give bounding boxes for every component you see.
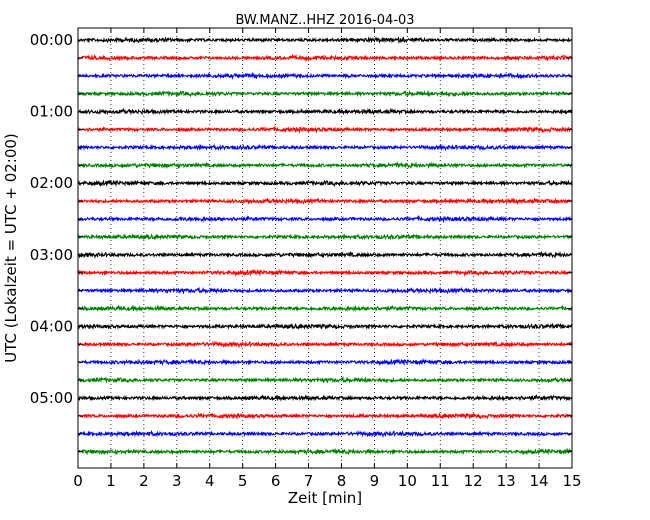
trace-line xyxy=(77,322,573,331)
trace-line xyxy=(77,412,573,420)
x-tick-label: 3 xyxy=(172,472,182,490)
vertical-grid xyxy=(110,28,540,468)
x-tick-label: 14 xyxy=(530,472,549,490)
trace-line xyxy=(77,340,573,349)
x-tick-label: 4 xyxy=(205,472,215,490)
y-tick-label: 02:00 xyxy=(30,174,73,192)
trace-line xyxy=(77,214,573,224)
y-tick-label: 05:00 xyxy=(30,389,73,407)
x-tick-label: 12 xyxy=(464,472,483,490)
trace-line xyxy=(77,89,573,98)
trace-line xyxy=(77,143,573,152)
trace-line xyxy=(77,357,573,367)
trace-line xyxy=(77,250,573,260)
y-axis-label: UTC (Lokalzeit = UTC + 02:00) xyxy=(2,133,20,363)
y-tick-label: 04:00 xyxy=(30,317,73,335)
x-axis: 0 1 2 3 4 5 6 7 8 9 10 11 12 13 14 15 xyxy=(73,28,582,490)
x-tick-label: 7 xyxy=(304,472,314,490)
trace-line xyxy=(77,53,573,62)
trace-line xyxy=(77,447,573,456)
trace-line xyxy=(77,36,573,45)
x-tick-label: 10 xyxy=(398,472,417,490)
x-tick-label: 8 xyxy=(337,472,347,490)
chart-title: BW.MANZ..HHZ 2016-04-03 xyxy=(235,13,414,28)
trace-line xyxy=(77,161,573,170)
trace-line xyxy=(77,268,573,277)
x-axis-label: Zeit [min] xyxy=(288,489,362,507)
trace-line xyxy=(77,125,573,134)
y-tick-label: 01:00 xyxy=(30,103,73,121)
y-tick-label: 00:00 xyxy=(30,31,73,49)
y-axis: 00:00 01:00 02:00 03:00 04:00 05:00 xyxy=(30,31,572,453)
x-tick-label: 2 xyxy=(139,472,149,490)
x-tick-label: 15 xyxy=(562,472,581,490)
trace-line xyxy=(77,429,573,439)
x-tick-label: 11 xyxy=(431,472,450,490)
trace-line xyxy=(77,233,573,241)
y-tick-label: 03:00 xyxy=(30,246,73,264)
x-tick-label: 0 xyxy=(73,472,83,490)
trace-line xyxy=(77,179,573,188)
trace-line xyxy=(77,375,573,384)
plot-frame xyxy=(77,27,573,469)
x-tick-label: 6 xyxy=(271,472,281,490)
x-tick-label: 9 xyxy=(370,472,380,490)
trace-line xyxy=(77,107,573,116)
x-tick-label: 5 xyxy=(238,472,248,490)
trace-group xyxy=(77,36,573,456)
trace-line xyxy=(77,304,573,313)
x-tick-label: 1 xyxy=(106,472,116,490)
trace-line xyxy=(77,71,573,80)
x-tick-label: 13 xyxy=(497,472,516,490)
trace-line xyxy=(77,394,573,402)
trace-line xyxy=(77,286,573,295)
trace-line xyxy=(77,197,573,206)
